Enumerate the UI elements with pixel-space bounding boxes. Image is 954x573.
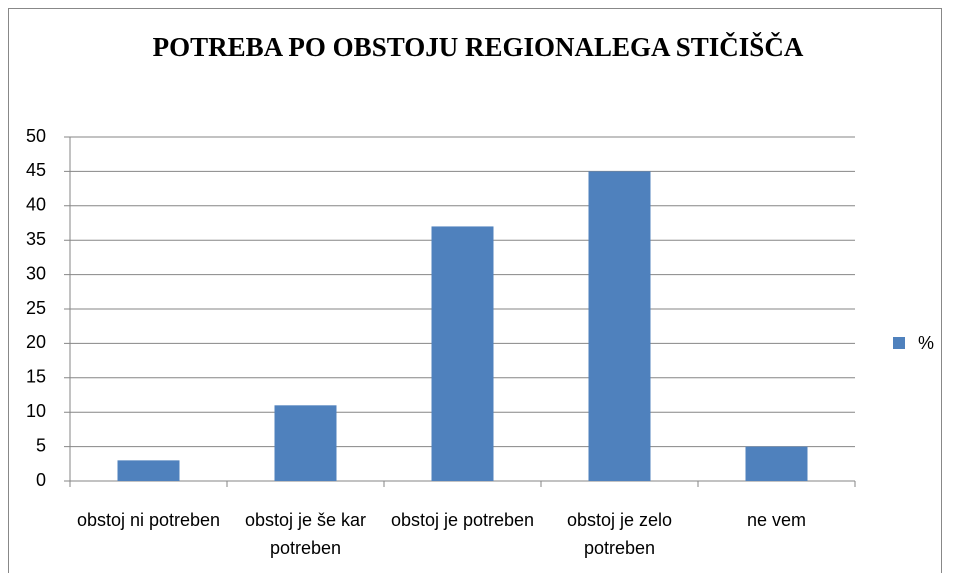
y-tick-label: 45 [26,160,46,180]
bar [274,405,337,481]
x-tick-label: obstoj ni potreben [77,510,220,530]
chart-title: POTREBA PO OBSTOJU REGIONALEGA STIČIŠČA [153,32,804,62]
bar [745,446,808,481]
x-tick-label: obstoj je potreben [391,510,534,530]
y-tick-label: 25 [26,298,46,318]
x-tick-label: ne vem [747,510,806,530]
y-tick-label: 5 [36,435,46,455]
bar [588,171,651,481]
y-tick-label: 30 [26,263,46,283]
y-tick-label: 10 [26,401,46,421]
y-tick-label: 40 [26,195,46,215]
x-tick-label: obstoj je še kar potreben [245,510,366,558]
y-tick-label: 50 [26,126,46,146]
legend-label: % [918,333,934,353]
legend-swatch [893,337,905,349]
bar [117,460,180,481]
y-tick-label: 15 [26,367,46,387]
bar [431,226,494,481]
y-tick-label: 20 [26,332,46,352]
y-tick-label: 35 [26,229,46,249]
x-tick-label: obstoj je zelo potreben [567,510,672,558]
y-tick-label: 0 [36,470,46,490]
